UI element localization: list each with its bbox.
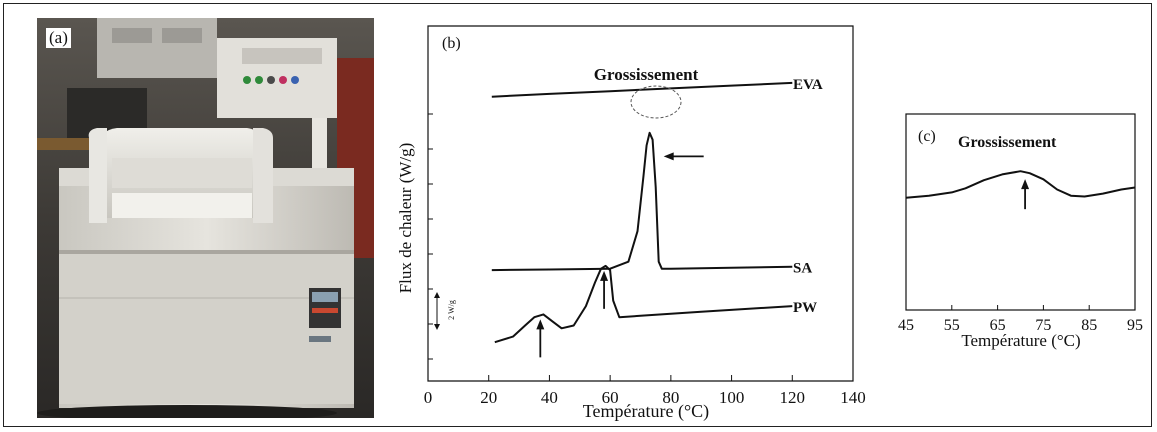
chart-b-panel-label: (b)	[442, 35, 461, 52]
chart-c-plot-frame	[905, 113, 1136, 311]
scale-bar-label: 2 W/g	[447, 300, 456, 320]
chart-c-x-tick-label: 55	[944, 317, 960, 334]
dsc-chart-c: 45 55 65 75 85 95 (c) Grossissement Températu…	[898, 113, 1143, 350]
chart-c-curves	[905, 170, 1136, 199]
chart-c-x-tick-label: 45	[898, 317, 914, 334]
chart-c-panel-label: (c)	[918, 128, 936, 145]
chart-b-annotation: Grossissement	[594, 65, 699, 84]
series-label-eva: EVA	[793, 77, 823, 93]
chart-c-x-tick-label: 95	[1127, 317, 1143, 334]
series-label-sa: SA	[793, 261, 812, 277]
series-line-magnified	[905, 170, 1136, 199]
chart-c-ticks: 45 55 65 75 85 95	[898, 305, 1143, 334]
series-line-pw	[494, 264, 793, 344]
chart-b-x-tick-label: 120	[780, 388, 806, 407]
chart-c-x-tick-label: 65	[990, 317, 1006, 334]
series-label-pw: PW	[793, 300, 817, 316]
chart-b-ticks: 0 20 40 60 80 100 120 140	[424, 375, 866, 407]
dsc-instrument-photo: (a)	[37, 18, 374, 418]
dsc-chart-b: EVA SA PW 0 20 40 60 80 100 120 140 (b) Grossisse…	[396, 25, 866, 422]
peak-arrow-head	[663, 152, 674, 161]
scale-bar-arrow-down	[434, 324, 440, 330]
peak-arrow-head	[600, 270, 609, 281]
scale-bar-arrow-up	[434, 292, 440, 298]
series-line-eva	[491, 81, 793, 98]
chart-c-x-tick-label: 85	[1081, 317, 1097, 334]
chart-b-xlabel: Température (°C)	[583, 401, 709, 422]
chart-b-x-tick-label: 20	[480, 388, 497, 407]
chart-b-curves: EVA SA PW	[491, 77, 823, 344]
chart-c-title: Grossissement	[958, 134, 1057, 151]
chart-c-xlabel: Température (°C)	[961, 331, 1080, 350]
chart-c-arrows	[1021, 179, 1030, 210]
chart-b-x-tick-label: 60	[602, 388, 619, 407]
magnify-circle	[630, 85, 682, 119]
chart-b-x-tick-label: 0	[424, 388, 433, 407]
peak-arrow-head	[536, 319, 545, 330]
panel-a-label: (a)	[46, 28, 71, 48]
peak-arrow-head	[1021, 179, 1030, 190]
chart-b-x-tick-label: 80	[662, 388, 679, 407]
chart-b-arrows	[536, 152, 704, 358]
series-line-sa	[491, 131, 793, 272]
chart-c-axes	[905, 113, 1136, 311]
chart-c-x-tick-label: 75	[1035, 317, 1051, 334]
chart-b-ylabel: Flux de chaleur (W/g)	[396, 143, 415, 294]
chart-b-x-tick-label: 100	[719, 388, 745, 407]
chart-b-x-tick-label: 140	[840, 388, 866, 407]
chart-b-x-tick-label: 40	[541, 388, 558, 407]
